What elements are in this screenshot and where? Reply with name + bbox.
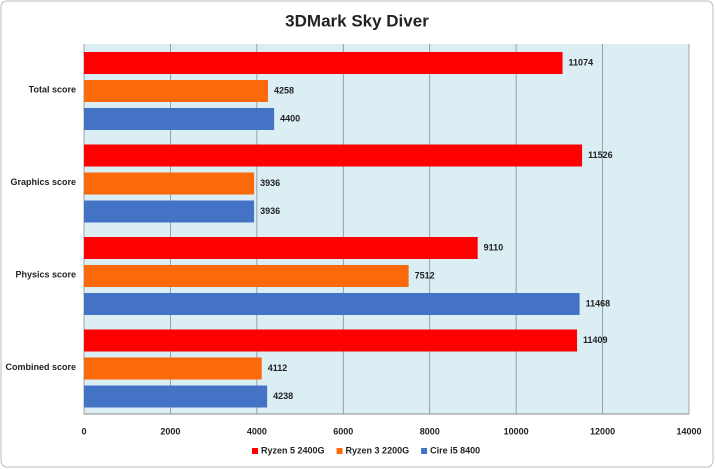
legend-label: Ryzen 5 2400G (261, 445, 325, 455)
bar (84, 329, 578, 352)
x-tick-label: 8000 (420, 426, 440, 436)
value-label: 11526 (588, 150, 613, 160)
bar (84, 172, 255, 195)
value-label: 4238 (273, 391, 293, 401)
bar (84, 52, 563, 74)
x-tick-label: 0 (81, 426, 86, 436)
value-label: 11409 (583, 335, 608, 345)
value-label: 4400 (280, 113, 300, 123)
bar (84, 237, 478, 259)
x-tick-label: 6000 (333, 426, 353, 436)
bar (84, 385, 268, 408)
category-label: Graphics score (10, 177, 76, 187)
value-label: 4258 (274, 85, 294, 95)
value-label: 7512 (415, 270, 435, 280)
category-label: Physics score (15, 270, 76, 280)
value-label: 11074 (569, 57, 594, 67)
legend-label: Cire i5 8400 (430, 445, 480, 455)
bar (84, 80, 269, 102)
value-label: 4112 (268, 363, 288, 373)
category-label: Combined score (5, 362, 76, 372)
value-label: 3936 (260, 178, 280, 188)
value-label: 11468 (586, 298, 611, 308)
value-label: 3936 (260, 206, 280, 216)
bar (84, 265, 409, 287)
x-tick-label: 4000 (247, 426, 267, 436)
x-tick-label: 14000 (676, 426, 701, 436)
bar (84, 357, 262, 380)
plot-area (84, 44, 689, 414)
x-tick-label: 12000 (590, 426, 615, 436)
x-tick-label: 10000 (504, 426, 529, 436)
bar (84, 293, 580, 315)
legend-swatch (252, 448, 258, 454)
chart-title: 3DMark Sky Diver (285, 11, 429, 30)
legend-swatch (336, 448, 343, 454)
x-tick-label: 2000 (160, 426, 180, 436)
bar (84, 108, 275, 130)
legend-label: Ryzen 3 2200G (346, 445, 410, 455)
category-label: Total score (29, 85, 76, 95)
legend-swatch (421, 448, 428, 454)
bar (84, 200, 255, 223)
value-label: 9110 (484, 242, 504, 252)
bar (84, 144, 583, 167)
